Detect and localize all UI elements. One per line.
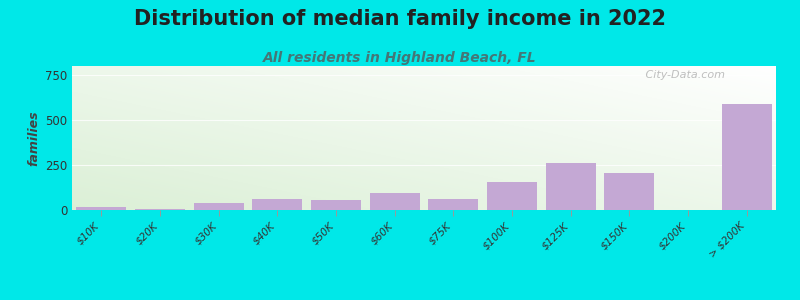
Bar	[429, 199, 478, 210]
Text: Distribution of median family income in 2022: Distribution of median family income in …	[134, 9, 666, 29]
Bar	[311, 200, 361, 210]
Bar	[487, 182, 537, 210]
Y-axis label: families: families	[28, 110, 41, 166]
Bar	[253, 199, 302, 210]
Bar	[135, 209, 185, 210]
Text: City-Data.com: City-Data.com	[635, 70, 726, 80]
Bar	[546, 163, 595, 210]
Bar	[194, 203, 243, 210]
Bar	[722, 104, 771, 210]
Text: All residents in Highland Beach, FL: All residents in Highland Beach, FL	[263, 51, 537, 65]
Bar	[370, 193, 419, 210]
Bar	[605, 173, 654, 210]
Bar	[77, 207, 126, 210]
